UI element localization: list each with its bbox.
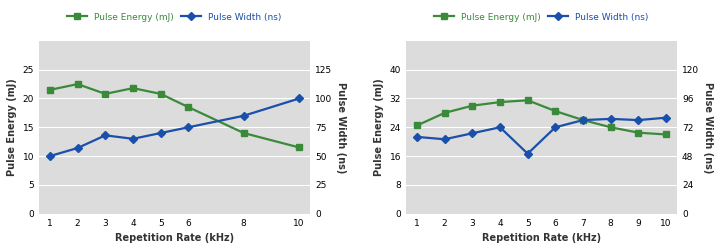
X-axis label: Repetition Rate (kHz): Repetition Rate (kHz) [482,233,601,243]
Legend: Pulse Energy (mJ), Pulse Width (ns): Pulse Energy (mJ), Pulse Width (ns) [66,11,284,24]
Y-axis label: Pulse Energy (mJ): Pulse Energy (mJ) [7,78,17,176]
Y-axis label: Pulse Width (ns): Pulse Width (ns) [336,82,346,173]
X-axis label: Repetition Rate (kHz): Repetition Rate (kHz) [115,233,234,243]
Legend: Pulse Energy (mJ), Pulse Width (ns): Pulse Energy (mJ), Pulse Width (ns) [433,11,651,24]
Y-axis label: Pulse Energy (mJ): Pulse Energy (mJ) [374,78,384,176]
Y-axis label: Pulse Width (ns): Pulse Width (ns) [703,82,713,173]
